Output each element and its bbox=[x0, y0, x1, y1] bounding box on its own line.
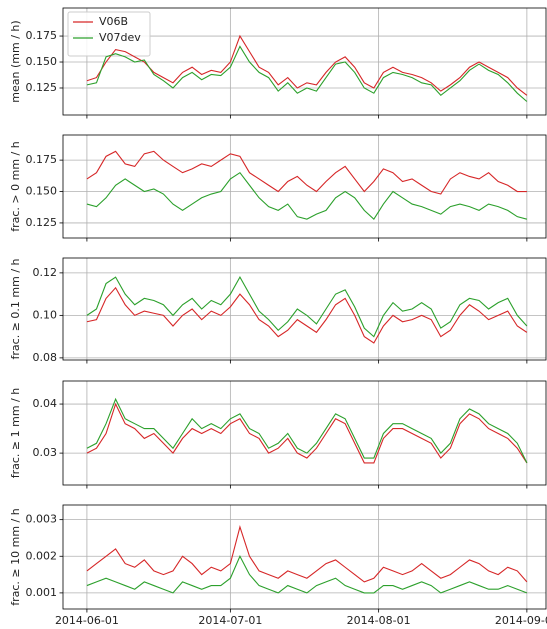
series-line bbox=[86, 286, 528, 344]
subplot: 0.08 0.10 0.12 frac. ≥ 0.1 mm / h bbox=[9, 257, 547, 364]
x-tick-label: 2014-08-01 bbox=[347, 614, 411, 627]
series-line bbox=[86, 171, 528, 221]
y-tick-label: 0.175 bbox=[26, 153, 58, 166]
subplot: 0.03 0.04 frac. ≥ 1 mm / h bbox=[9, 380, 547, 489]
y-tick-label: 0.003 bbox=[26, 513, 58, 526]
subplot: 0.125 0.150 0.175 mean (mm / h) V06B V07dev bbox=[9, 7, 547, 119]
legend-label: V07dev bbox=[99, 31, 141, 44]
y-axis-label: frac. ≥ 10 mm / h bbox=[9, 508, 22, 606]
axes-frame bbox=[62, 257, 547, 361]
axes-frame bbox=[62, 380, 547, 486]
series-line bbox=[86, 150, 527, 195]
series-line bbox=[86, 397, 528, 464]
y-tick-label: 0.03 bbox=[33, 446, 58, 459]
subplot: 0.125 0.150 0.175 frac. > 0 mm / h bbox=[9, 134, 547, 242]
y-tick-label: 0.04 bbox=[33, 397, 58, 410]
legend: V06B V07dev bbox=[67, 11, 151, 57]
x-tick-label: 2014-07-01 bbox=[198, 614, 262, 627]
y-tick-label: 0.08 bbox=[33, 351, 58, 364]
y-tick-label: 0.125 bbox=[26, 216, 58, 229]
series-line bbox=[86, 402, 528, 464]
series-line bbox=[86, 525, 528, 583]
x-tick-label: 2014-09-01 bbox=[495, 614, 547, 627]
y-tick-label: 0.10 bbox=[33, 308, 58, 321]
y-tick-label: 0.002 bbox=[26, 549, 58, 562]
y-axis-label: mean (mm / h) bbox=[9, 20, 22, 102]
legend-label: V06B bbox=[99, 15, 128, 28]
x-tick-label: 2014-06-01 bbox=[55, 614, 119, 627]
y-tick-label: 0.12 bbox=[33, 266, 58, 279]
series-line bbox=[86, 554, 528, 594]
y-tick-label: 0.175 bbox=[26, 29, 58, 42]
series-line bbox=[86, 34, 528, 96]
y-axis-label: frac. > 0 mm / h bbox=[9, 141, 22, 232]
y-tick-label: 0.001 bbox=[26, 586, 58, 599]
y-tick-label: 0.125 bbox=[26, 81, 58, 94]
axes-frame bbox=[62, 504, 547, 610]
subplot: 0.001 0.002 0.003 2014-06-01 2014-07-01 2014-… bbox=[9, 504, 547, 627]
y-axis-label: frac. ≥ 1 mm / h bbox=[9, 388, 22, 479]
series-line bbox=[86, 45, 528, 102]
y-tick-label: 0.150 bbox=[26, 55, 58, 68]
y-tick-label: 0.150 bbox=[26, 185, 58, 198]
series-line bbox=[86, 276, 528, 338]
axes-frame bbox=[62, 134, 547, 239]
y-axis-label: frac. ≥ 0.1 mm / h bbox=[9, 258, 22, 359]
axes-frame bbox=[62, 7, 547, 116]
